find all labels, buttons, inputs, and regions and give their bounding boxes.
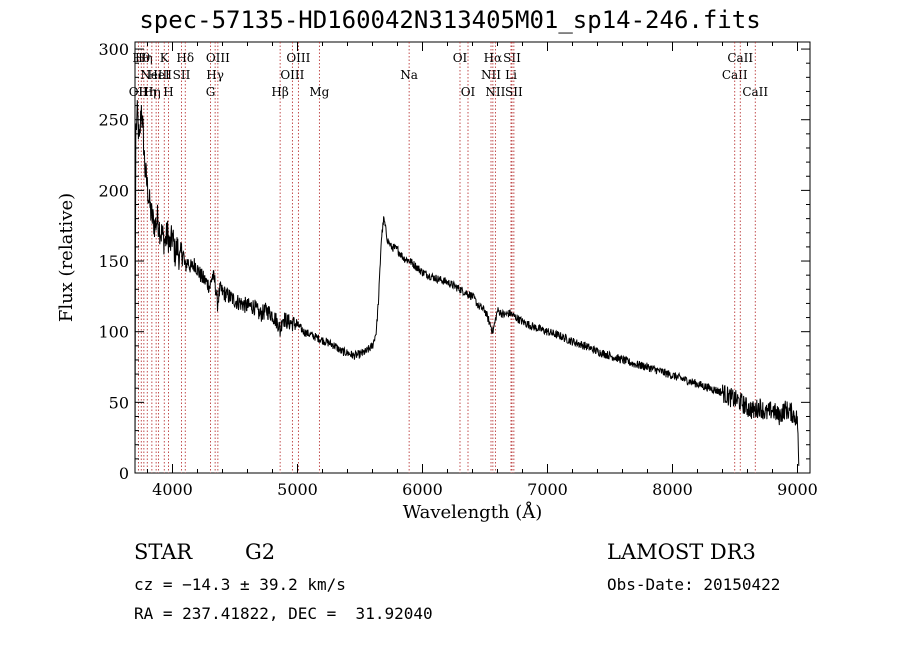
y-tick-label-6: 300: [98, 40, 129, 59]
line-label-17: Mg: [309, 85, 329, 99]
line-label-8: H: [163, 85, 173, 99]
redshift-velocity: cz = −14.3 ± 39.2 km/s: [134, 575, 346, 594]
x-tick-label-5: 9000: [777, 480, 818, 499]
observation-date: Obs-Date: 20150422: [607, 575, 781, 594]
line-label-25: SII: [503, 51, 521, 65]
line-label-28: CaII: [727, 51, 753, 65]
chart-title: spec-57135-HD160042N313405M01_sp14-246.f…: [139, 6, 761, 34]
line-label-27: CaII: [722, 68, 748, 82]
object-class: STAR: [134, 540, 193, 564]
y-tick-label-1: 50: [109, 393, 129, 412]
line-label-16: OIII: [286, 51, 310, 65]
line-label-4: Hη: [143, 85, 161, 99]
x-tick-label-1: 5000: [277, 480, 318, 499]
x-tick-label-0: 4000: [152, 480, 193, 499]
line-label-19: OI: [453, 51, 468, 65]
y-axis-label: Flux (relative): [56, 193, 77, 322]
x-tick-label-4: 8000: [652, 480, 693, 499]
line-label-24: Li: [505, 68, 517, 82]
y-tick-label-2: 100: [98, 323, 129, 342]
line-label-11: G: [206, 85, 216, 99]
survey-name: LAMOST DR3: [607, 540, 756, 564]
line-label-7: K: [160, 51, 170, 65]
y-tick-label-5: 250: [98, 111, 129, 130]
plot-frame: [134, 41, 811, 474]
line-label-15: OIII: [280, 68, 304, 82]
line-label-0: OII: [129, 85, 149, 99]
y-tick-label-4: 200: [98, 181, 129, 200]
line-label-1: Hθ: [132, 51, 150, 65]
line-label-29: CaII: [742, 85, 768, 99]
spectrum-line: [134, 100, 800, 466]
x-tick-label-2: 6000: [402, 480, 443, 499]
line-label-26: SII: [505, 85, 523, 99]
line-label-21: NII: [481, 68, 501, 82]
line-label-13: OIII: [206, 51, 230, 65]
line-label-22: Hα: [484, 51, 503, 65]
y-tick-label-0: 0: [119, 464, 129, 483]
x-tick-label-3: 7000: [527, 480, 568, 499]
line-label-14: Hβ: [271, 85, 288, 99]
line-label-23: NII: [485, 85, 505, 99]
coordinates: RA = 237.41822, DEC = 31.92040: [134, 604, 433, 623]
object-subclass: G2: [245, 540, 276, 564]
line-label-6: HeI: [147, 68, 170, 82]
y-tick-label-3: 150: [98, 252, 129, 271]
line-label-20: OI: [461, 85, 476, 99]
line-label-2: Hη: [135, 51, 153, 65]
line-label-12: Hγ: [206, 68, 224, 82]
line-label-18: Na: [400, 68, 418, 82]
line-label-10: Hδ: [176, 51, 194, 65]
x-axis-label: Wavelength (Å): [403, 501, 543, 523]
line-label-9: SII: [173, 68, 191, 82]
